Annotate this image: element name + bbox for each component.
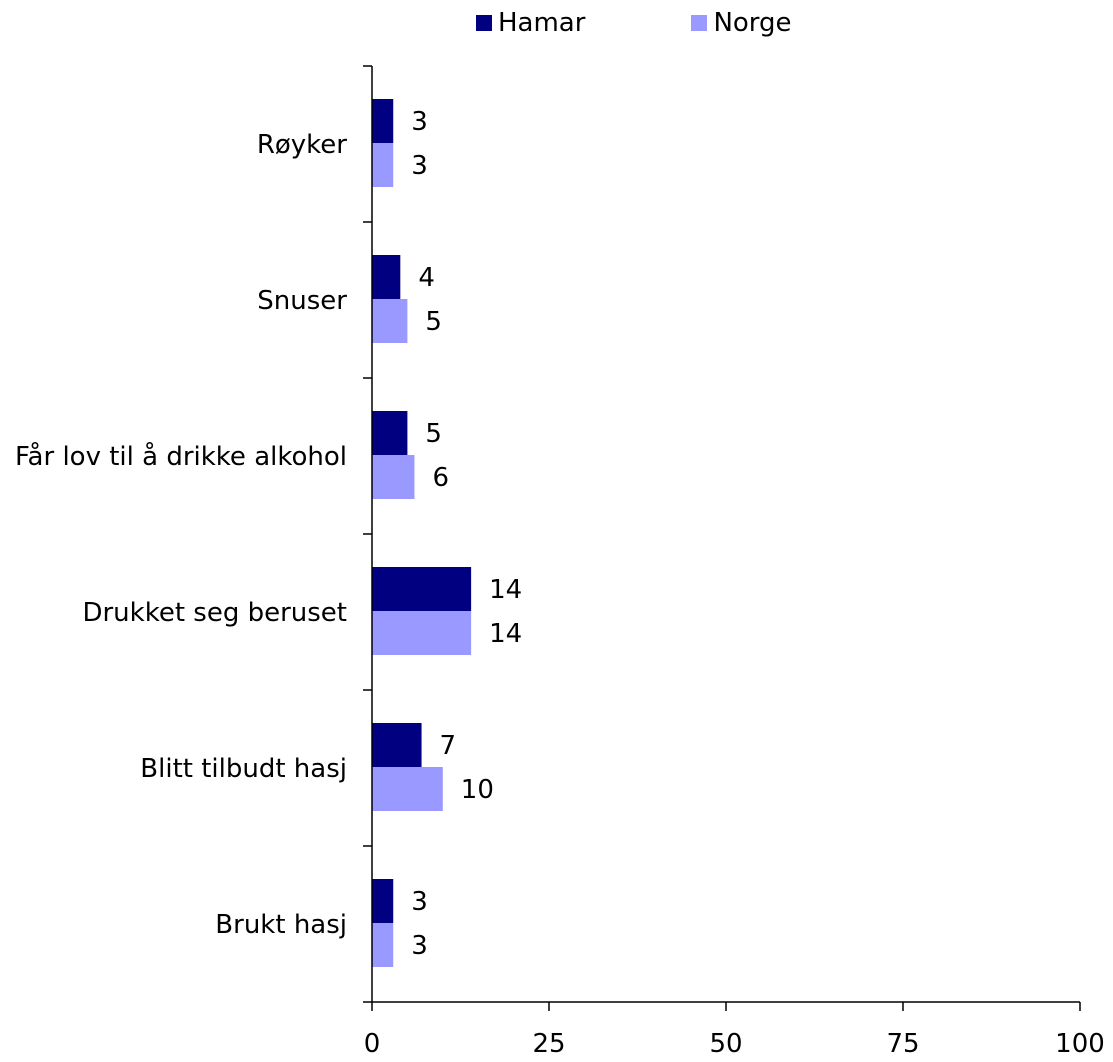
data-label-hamar: 3 <box>411 107 428 137</box>
legend-swatch-norge <box>691 15 708 31</box>
data-label-hamar: 7 <box>440 731 457 761</box>
category-label: Røyker <box>257 130 347 160</box>
legend-label-norge: Norge <box>713 8 792 38</box>
data-label-hamar: 4 <box>418 263 435 293</box>
legend-label-hamar: Hamar <box>498 8 586 38</box>
data-label-norge: 3 <box>411 931 428 961</box>
bar-hamar <box>372 879 394 923</box>
data-label-norge: 6 <box>432 463 449 493</box>
category-label: Snuser <box>257 286 347 316</box>
category-label: Blitt tilbudt hasj <box>140 754 347 784</box>
legend-item-hamar: Hamar <box>476 8 585 38</box>
data-label-hamar: 5 <box>425 419 442 449</box>
bar-hamar <box>372 99 394 143</box>
x-tick-label: 100 <box>1055 1029 1105 1058</box>
category-label: Brukt hasj <box>215 910 347 940</box>
bar-norge <box>372 455 415 499</box>
bar-norge <box>372 767 443 811</box>
x-tick-label: 50 <box>709 1029 742 1058</box>
legend-swatch-hamar <box>476 15 492 31</box>
data-label-norge: 10 <box>461 775 494 805</box>
bar-norge <box>372 923 394 967</box>
x-tick-label: 25 <box>532 1029 565 1058</box>
bar-hamar <box>372 411 408 455</box>
category-label: Får lov til å drikke alkohol <box>15 441 347 472</box>
bar-hamar <box>372 567 472 611</box>
category-label: Drukket seg beruset <box>82 598 347 628</box>
bar-hamar <box>372 723 422 767</box>
bar-norge <box>372 143 394 187</box>
data-label-hamar: 14 <box>489 575 522 605</box>
data-label-norge: 5 <box>425 307 442 337</box>
data-label-hamar: 3 <box>411 887 428 917</box>
legend-item-norge: Norge <box>691 8 792 38</box>
legend: Hamar Norge <box>476 8 792 38</box>
bar-hamar <box>372 255 401 299</box>
x-tick-label: 75 <box>886 1029 919 1058</box>
bar-norge <box>372 299 408 343</box>
bar-norge <box>372 611 472 655</box>
data-label-norge: 14 <box>489 619 522 649</box>
data-label-norge: 3 <box>411 151 428 181</box>
x-tick-label: 0 <box>364 1029 381 1058</box>
